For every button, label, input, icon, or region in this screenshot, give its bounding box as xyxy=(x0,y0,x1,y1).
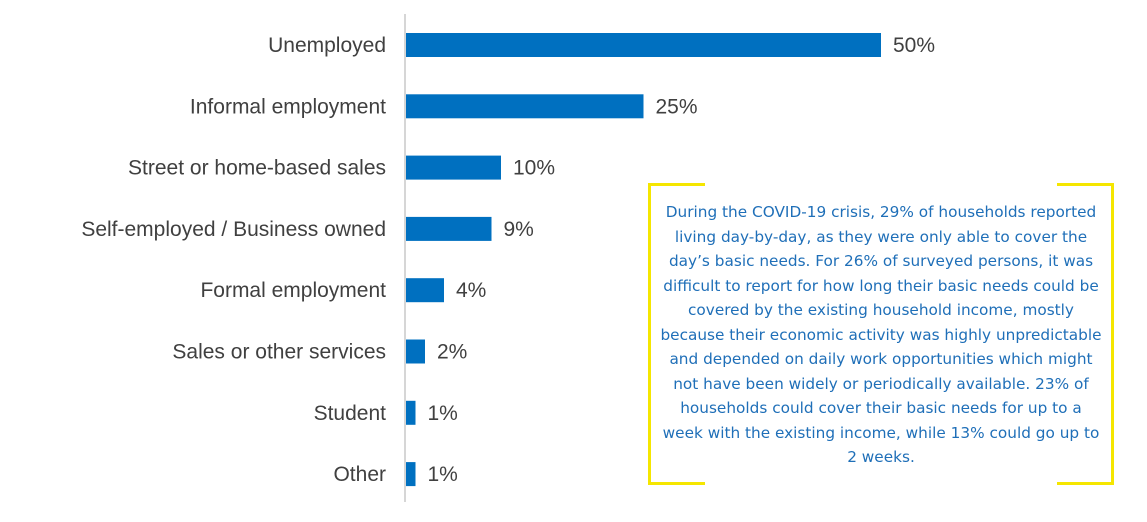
value-label-4: 4% xyxy=(456,279,486,302)
value-label-3: 9% xyxy=(504,218,534,241)
category-label-4: Formal employment xyxy=(200,279,386,302)
category-label-6: Student xyxy=(314,402,387,425)
category-label-1: Informal employment xyxy=(190,95,386,118)
bar-3 xyxy=(406,216,492,241)
callout-right-border xyxy=(1111,237,1114,431)
value-label-6: 1% xyxy=(428,402,458,425)
callout-corner-top-right xyxy=(1057,183,1114,240)
category-label-5: Sales or other services xyxy=(172,341,386,364)
callout-corner-bottom-right xyxy=(1057,428,1114,485)
callout-corner-top-left xyxy=(648,183,705,240)
category-label-0: Unemployed xyxy=(268,34,386,57)
bar-6 xyxy=(406,400,416,425)
value-label-1: 25% xyxy=(656,95,698,118)
bar-1 xyxy=(406,94,644,119)
value-label-5: 2% xyxy=(437,341,467,364)
category-label-2: Street or home-based sales xyxy=(128,157,386,180)
bar-0 xyxy=(406,33,881,57)
bar-2 xyxy=(406,155,501,180)
bar-5 xyxy=(406,339,425,364)
callout-corner-bottom-left xyxy=(648,428,705,485)
bar-4 xyxy=(406,278,444,303)
value-label-7: 1% xyxy=(428,463,458,486)
callout-left-border xyxy=(648,237,651,431)
value-label-2: 10% xyxy=(513,157,555,180)
value-label-0: 50% xyxy=(893,34,935,57)
category-label-7: Other xyxy=(333,463,386,486)
bar-7 xyxy=(406,462,416,487)
category-label-3: Self-employed / Business owned xyxy=(81,218,386,241)
callout-box: During the COVID-19 crisis, 29% of house… xyxy=(648,183,1114,485)
callout-text: During the COVID-19 crisis, 29% of house… xyxy=(660,203,1102,466)
